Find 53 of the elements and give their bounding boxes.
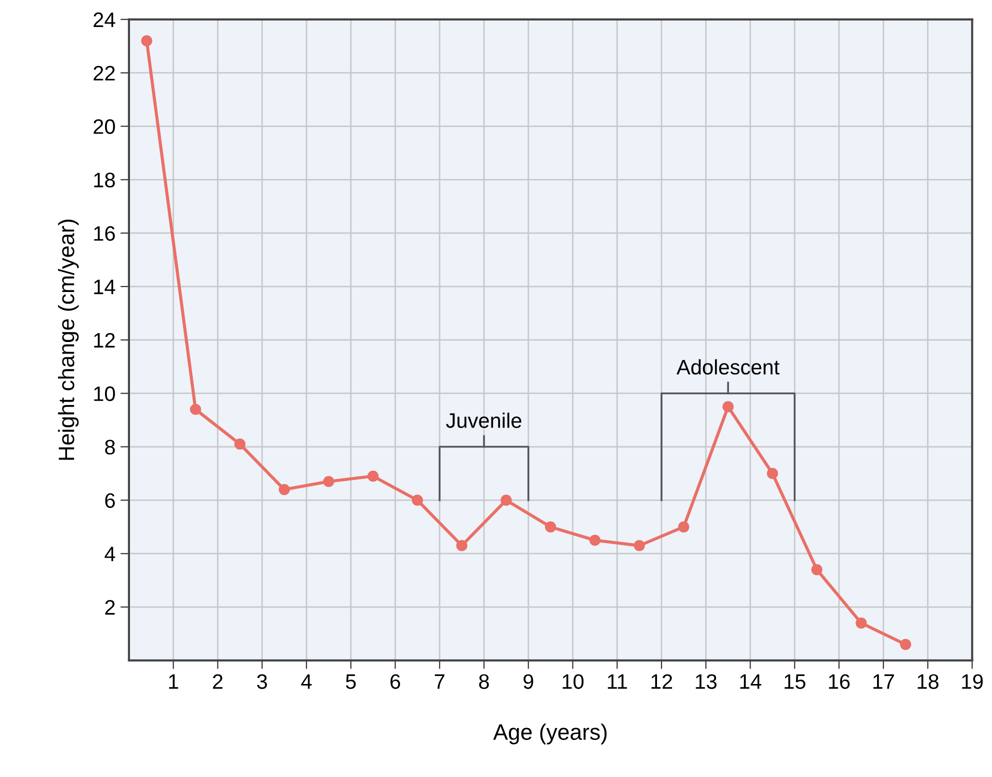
x-tick-label: 10 <box>562 674 584 689</box>
x-tick-label: 9 <box>524 674 534 689</box>
x-tick-label: 4 <box>301 674 312 689</box>
y-tick-label: 12 <box>94 332 115 348</box>
x-tick-label: 2 <box>212 674 222 689</box>
annotation: Juvenile <box>446 412 522 428</box>
point <box>634 540 645 552</box>
x-tick-label: 1 <box>169 674 178 689</box>
x-tick-label: 11 <box>608 674 627 689</box>
point <box>367 470 379 482</box>
x-tick-label: 13 <box>696 674 717 689</box>
x-tick-label: 7 <box>434 674 444 689</box>
point <box>900 638 912 650</box>
y-tick-label: 2 <box>105 600 115 615</box>
y-tick-label: 14 <box>94 280 116 294</box>
point <box>500 494 512 506</box>
x-tick-label: 12 <box>652 674 672 689</box>
y-tick-label: 18 <box>94 172 115 188</box>
y-axis-title: Height change (cm/year) <box>58 220 79 460</box>
x-tick-label: 15 <box>784 674 806 689</box>
x-tick-label: 14 <box>740 674 762 689</box>
x-tick-label: 8 <box>479 674 489 689</box>
point <box>766 468 778 480</box>
point <box>722 401 734 412</box>
x-tick-label: 3 <box>257 674 267 689</box>
x-tick-label: 5 <box>346 674 356 689</box>
point <box>856 618 867 629</box>
point <box>190 404 202 415</box>
point <box>323 476 334 488</box>
point <box>678 521 690 532</box>
point <box>589 534 600 546</box>
x-tick-label: 6 <box>390 674 400 689</box>
annotation: Adolescent <box>676 359 780 375</box>
y-tick-label: 20 <box>94 119 115 134</box>
point <box>141 35 152 46</box>
point <box>278 484 290 496</box>
y-tick-label: 10 <box>94 386 115 402</box>
y-tick-label: 6 <box>105 493 115 508</box>
x-tick-label: 18 <box>918 674 938 689</box>
y-tick-label: 22 <box>94 66 115 80</box>
point <box>456 540 468 552</box>
x-axis-title: Age (years) <box>493 724 607 744</box>
y-tick-label: 16 <box>94 226 115 241</box>
y-tick-label: 24 <box>94 12 116 27</box>
x-tick-label: 19 <box>962 674 983 689</box>
x-tick-label: 17 <box>873 674 894 689</box>
point <box>412 494 423 506</box>
point <box>811 564 822 576</box>
y-tick-label: 4 <box>104 546 116 562</box>
x-tick-label: 16 <box>829 674 850 689</box>
y-tick-label: 8 <box>105 440 115 455</box>
point <box>545 521 556 532</box>
point <box>234 438 246 450</box>
